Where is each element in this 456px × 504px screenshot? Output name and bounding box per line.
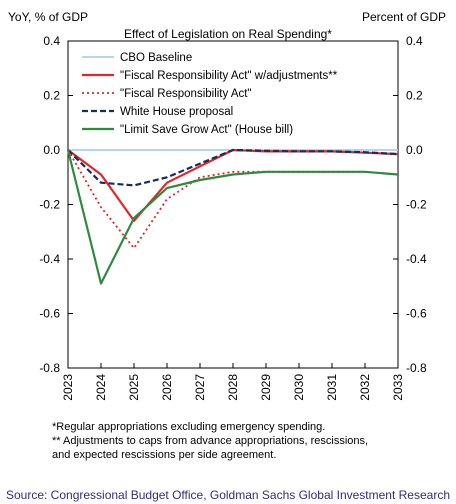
footnote-1: *Regular appropriations excluding emerge… (52, 421, 326, 433)
y-tick-label-left: 0.2 (43, 89, 60, 103)
x-tick-label: 2024 (94, 374, 108, 401)
legend-label-1: CBO Baseline (120, 52, 192, 64)
source-note: Source: Congressional Budget Office, Gol… (5, 488, 450, 502)
x-tick-label: 2027 (193, 374, 207, 401)
y-tick-label-left: 0.0 (43, 143, 60, 157)
x-tick-label: 2033 (391, 374, 405, 401)
chart-title: Effect of Legislation on Real Spending* (124, 27, 332, 41)
y-tick-label-right: -0.2 (406, 198, 427, 212)
legend-label-3: "Fiscal Responsibility Act" (120, 88, 252, 100)
footnote-2: ** Adjustments to caps from advance appr… (52, 435, 369, 447)
x-tick-label: 2029 (259, 374, 273, 401)
y-tick-label-left: -0.8 (39, 361, 60, 375)
x-tick-label: 2028 (226, 374, 240, 401)
y-tick-label-left: -0.4 (39, 252, 60, 266)
y-tick-label-right: 0.2 (406, 89, 423, 103)
series-line-2 (67, 148, 399, 222)
y-tick-label-right: -0.6 (406, 307, 427, 321)
legend-label-5: "Limit Save Grow Act" (House bill) (120, 124, 293, 136)
x-tick-label: 2030 (292, 374, 306, 401)
y-tick-label-left: -0.2 (39, 198, 60, 212)
y-tick-label-left: 0.4 (43, 34, 60, 48)
series-line-5 (66, 149, 399, 285)
series-line-4 (67, 148, 399, 187)
left-axis-title: YoY, % of GDP (8, 10, 89, 24)
footnote-3: and expected rescissions per side agreem… (52, 449, 277, 461)
y-tick-label-right: -0.8 (406, 361, 427, 375)
x-tick-label: 2031 (325, 374, 339, 401)
right-axis-title: Percent of GDP (361, 10, 446, 24)
y-tick-label-left: -0.6 (39, 307, 60, 321)
line-chart: Effect of Legislation on Real Spending* … (39, 27, 427, 401)
legend-label-4: White House proposal (120, 106, 233, 118)
y-tick-label-right: -0.4 (406, 252, 427, 266)
x-tick-label: 2032 (358, 374, 372, 401)
legend-label-2: "Fiscal Responsibility Act" w/adjustment… (120, 70, 338, 82)
y-tick-label-right: 0.4 (406, 34, 423, 48)
y-tick-label-right: 0.0 (406, 143, 423, 157)
x-tick-label: 2026 (160, 374, 174, 401)
x-tick-label: 2025 (127, 374, 141, 401)
x-tick-label: 2023 (61, 374, 75, 401)
